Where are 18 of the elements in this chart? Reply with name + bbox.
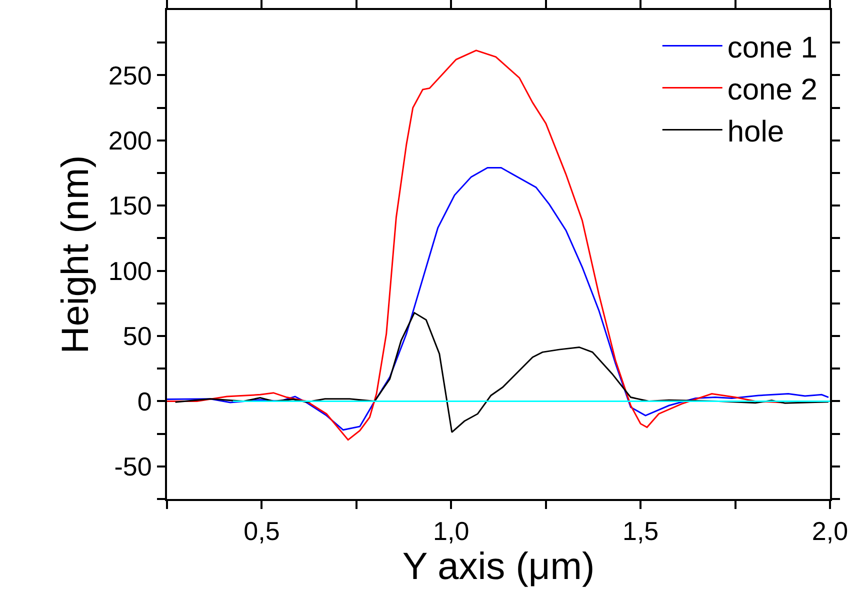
y-tick-label: 50 [122, 321, 152, 352]
y-tick-label: 100 [108, 256, 152, 286]
y-tick-label: -50 [114, 452, 152, 482]
y-tick-label: 200 [108, 126, 152, 156]
y-axis-title: Height (nm) [55, 155, 98, 354]
x-tick-label: 0,5 [244, 516, 280, 546]
legend-label: hole [727, 115, 784, 148]
y-tick-label: 0 [137, 386, 152, 416]
line-series [174, 312, 830, 433]
x-axis-title: Y axis (μm) [402, 546, 595, 588]
x-tick-label: 1,5 [622, 516, 659, 546]
legend-label: cone 1 [727, 31, 818, 64]
y-tick-label: 150 [108, 190, 152, 221]
x-tick-label: 1,0 [433, 516, 470, 546]
y-tick-label: 250 [108, 60, 152, 90]
x-tick-label: 2,0 [812, 516, 848, 546]
legend-label: cone 2 [727, 73, 818, 106]
line-series [167, 167, 830, 431]
